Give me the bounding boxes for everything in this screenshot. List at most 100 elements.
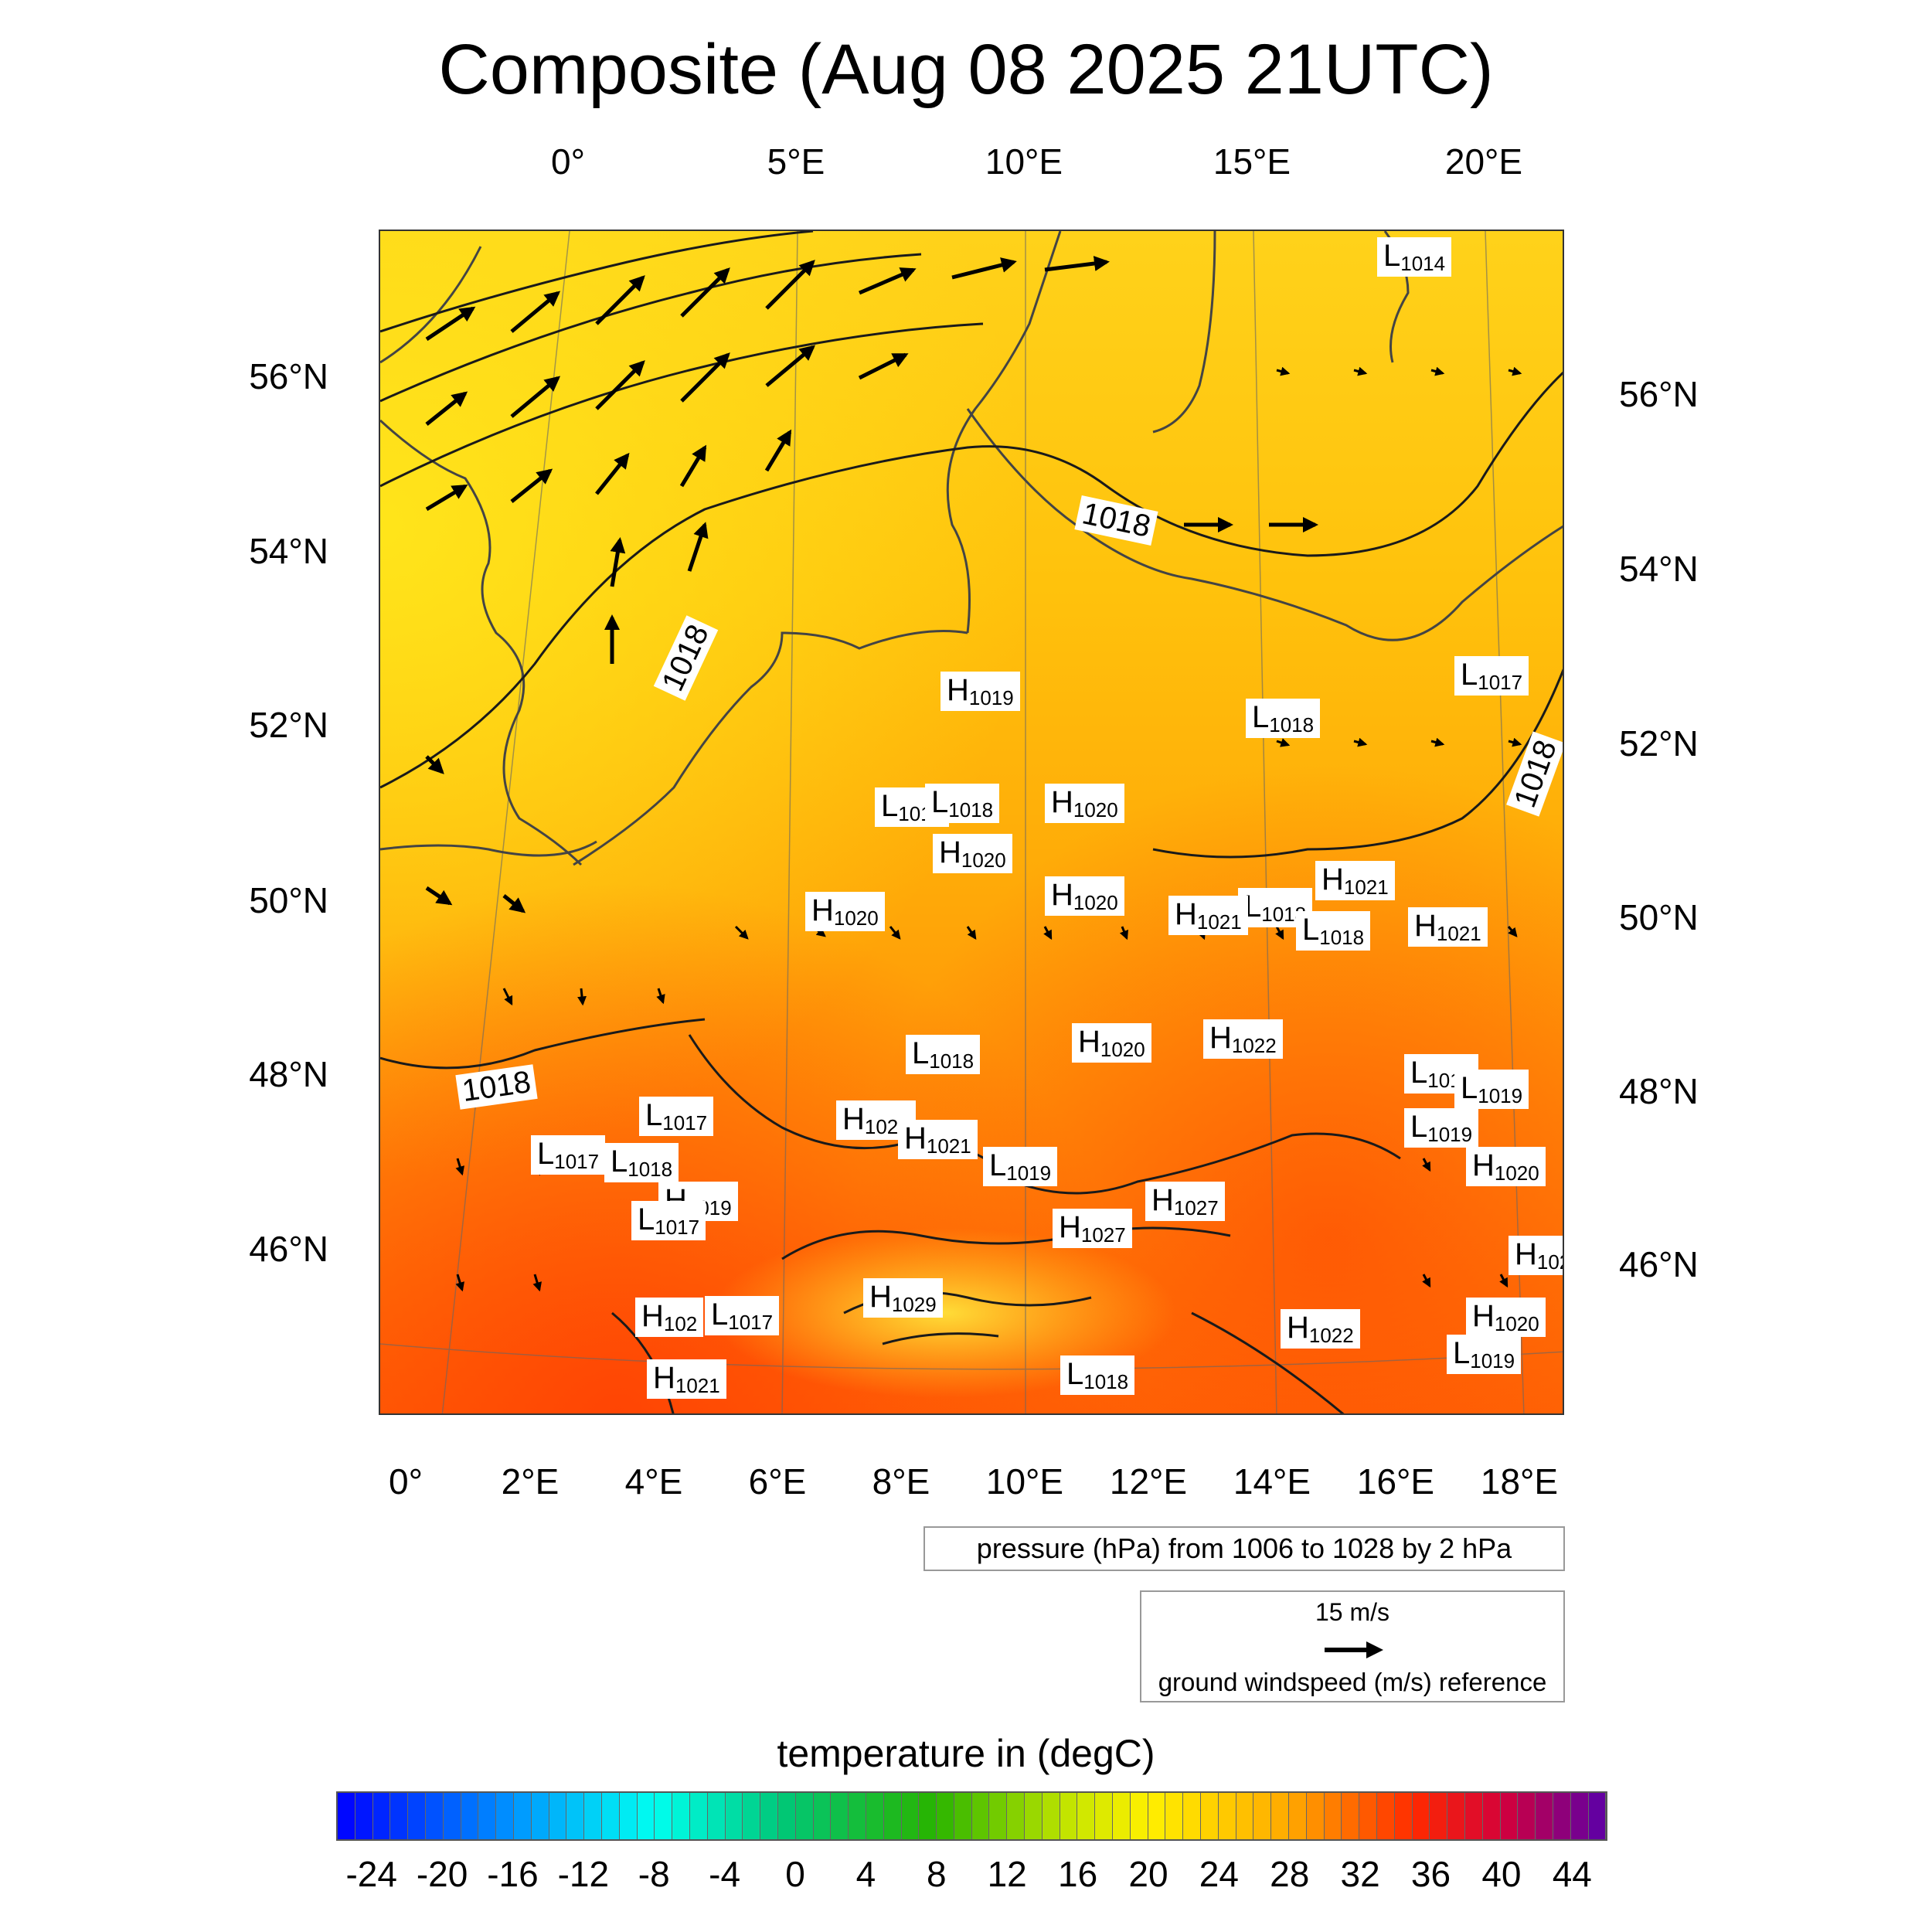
pressure-high: H1027 — [1053, 1209, 1132, 1248]
pressure-low: L1018 — [1296, 911, 1371, 951]
pressure-high: H102 — [635, 1298, 704, 1337]
top-lon-tick: 15°E — [1213, 141, 1291, 182]
colorbar-swatch — [1253, 1793, 1272, 1839]
colorbar-swatch — [919, 1793, 937, 1839]
pressure-low: L1017 — [531, 1135, 606, 1175]
colorbar-swatch — [866, 1793, 884, 1839]
colorbar-tick-label: 32 — [1340, 1854, 1380, 1894]
colorbar-swatch — [601, 1793, 620, 1839]
colorbar-swatch — [408, 1793, 426, 1839]
bottom-lon-tick: 14°E — [1233, 1461, 1311, 1502]
colorbar-swatch — [813, 1793, 832, 1839]
wind-reference-speed: 15 m/s — [1315, 1598, 1390, 1626]
colorbar-swatch — [831, 1793, 849, 1839]
bottom-lon-tick: 10°E — [985, 1461, 1064, 1502]
top-lon-tick: 20°E — [1444, 141, 1523, 182]
pressure-high: H1021 — [1168, 896, 1248, 935]
colorbar-swatch — [584, 1793, 602, 1839]
pressure-low: L1018 — [604, 1143, 679, 1182]
colorbar-tick-label: 24 — [1199, 1854, 1239, 1894]
colorbar-tick-label: 4 — [855, 1854, 876, 1894]
pressure-high: H1020 — [1045, 784, 1124, 823]
pressure-high: H1020 — [1466, 1298, 1546, 1337]
colorbar-swatch — [496, 1793, 514, 1839]
pressure-high: H1022 — [1281, 1309, 1360, 1349]
colorbar-swatch — [689, 1793, 708, 1839]
colorbar-swatch — [1588, 1793, 1607, 1839]
chart-title: Composite (Aug 08 2025 21UTC) — [438, 30, 1494, 109]
colorbar-tick-label: 0 — [785, 1854, 805, 1894]
colorbar-swatch — [795, 1793, 814, 1839]
colorbar-swatch — [1536, 1793, 1553, 1839]
colorbar-tick-label: -12 — [557, 1854, 610, 1894]
colorbar-swatch — [901, 1793, 920, 1839]
colorbar-swatch — [1289, 1793, 1307, 1839]
right-lat-tick: 56°N — [1619, 374, 1699, 414]
bottom-lon-tick: 4°E — [624, 1461, 683, 1502]
pressure-high: H102 — [1509, 1236, 1563, 1275]
pressure-low: L1019 — [1447, 1335, 1522, 1374]
wind-vectors — [425, 256, 1318, 913]
colorbar-swatch — [1377, 1793, 1395, 1839]
colorbar-swatch — [672, 1793, 690, 1839]
pressure-low: L1018 — [1060, 1355, 1135, 1395]
colorbar-swatch — [1236, 1793, 1254, 1839]
colorbar-tick-label: 20 — [1128, 1854, 1168, 1894]
colorbar-swatch — [1306, 1793, 1325, 1839]
bottom-lon-tick: 2°E — [501, 1461, 560, 1502]
pressure-low: L1017 — [631, 1201, 706, 1240]
left-lat-tick: 46°N — [249, 1229, 328, 1269]
colorbar-swatch — [355, 1793, 373, 1839]
colorbar-tick-label: 36 — [1410, 1854, 1451, 1894]
colorbar-swatch — [743, 1793, 761, 1839]
top-lon-tick: 0° — [551, 141, 585, 182]
right-lat-tick: 54°N — [1619, 549, 1699, 589]
colorbar-swatch — [971, 1793, 990, 1839]
colorbar-tick-label: -24 — [345, 1854, 397, 1894]
colorbar-swatch — [1412, 1793, 1430, 1839]
wind-reference-label: ground windspeed (m/s) reference — [1158, 1668, 1547, 1696]
colorbar-swatch — [1553, 1793, 1571, 1839]
colorbar-swatch — [372, 1793, 391, 1839]
colorbar-swatch — [1007, 1793, 1026, 1839]
colorbar-swatch — [1518, 1793, 1536, 1839]
map-panel[interactable]: 1018 1018 1018 1018 L1014 H1019 L1017 L1… — [379, 230, 1564, 1415]
colorbar-swatch — [619, 1793, 638, 1839]
right-lat-tick: 46°N — [1619, 1244, 1699, 1284]
pressure-low: L1017 — [1454, 656, 1529, 696]
bottom-lon-tick: 0° — [389, 1461, 423, 1502]
pressure-high: H1019 — [940, 672, 1020, 711]
coastlines — [380, 231, 1563, 866]
colorbar-swatch — [1201, 1793, 1219, 1839]
pressure-low: L1017 — [705, 1296, 780, 1335]
pressure-high: H1020 — [1045, 876, 1124, 916]
colorbar-swatch — [937, 1793, 954, 1839]
colorbar-swatch — [1130, 1793, 1148, 1839]
colorbar-tick-label: -20 — [416, 1854, 468, 1894]
pressure-low: L1018 — [1246, 699, 1321, 738]
pressure-legend: pressure (hPa) from 1006 to 1028 by 2 hP… — [923, 1526, 1565, 1571]
top-lon-tick: 10°E — [985, 141, 1063, 182]
colorbar-swatch — [1095, 1793, 1114, 1839]
colorbar-tick-label: 28 — [1270, 1854, 1310, 1894]
right-lat-tick: 50°N — [1619, 897, 1699, 937]
colorbar-swatch — [883, 1793, 902, 1839]
colorbar-swatch — [1042, 1793, 1060, 1839]
pressure-high: H1020 — [1466, 1147, 1546, 1186]
colorbar-swatch — [849, 1793, 866, 1839]
pressure-high: H1027 — [1145, 1182, 1225, 1221]
colorbar-swatch — [390, 1793, 409, 1839]
right-lat-tick: 52°N — [1619, 723, 1699, 764]
colorbar-swatch — [1324, 1793, 1342, 1839]
map-graphics — [380, 231, 1563, 1413]
pressure-low: L1018 — [906, 1035, 981, 1074]
colorbar-swatch — [707, 1793, 726, 1839]
bottom-lon-tick: 16°E — [1356, 1461, 1435, 1502]
bottom-lon-tick: 12°E — [1109, 1461, 1188, 1502]
bottom-lon-tick: 8°E — [872, 1461, 930, 1502]
colorbar-swatch — [531, 1793, 549, 1839]
pressure-low: L1019 — [1454, 1070, 1529, 1109]
colorbar-swatch — [1148, 1793, 1166, 1839]
colorbar-swatch — [1394, 1793, 1413, 1839]
colorbar-swatch — [725, 1793, 743, 1839]
